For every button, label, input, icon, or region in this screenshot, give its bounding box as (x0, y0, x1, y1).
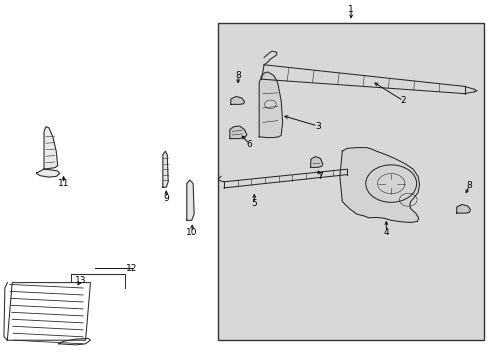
Text: 2: 2 (400, 96, 406, 105)
Polygon shape (229, 126, 246, 139)
Polygon shape (37, 169, 60, 177)
Text: 8: 8 (235, 71, 241, 80)
Text: 6: 6 (246, 140, 252, 149)
Polygon shape (456, 204, 469, 213)
Text: 5: 5 (251, 199, 257, 208)
Text: 3: 3 (314, 122, 320, 131)
Polygon shape (163, 151, 168, 187)
Text: 11: 11 (58, 179, 69, 188)
Polygon shape (259, 72, 282, 138)
Text: 9: 9 (163, 194, 169, 202)
Polygon shape (186, 180, 194, 220)
Text: 8: 8 (466, 181, 471, 190)
Text: 1: 1 (347, 5, 353, 14)
Polygon shape (339, 148, 419, 222)
Polygon shape (310, 157, 322, 167)
Text: 13: 13 (75, 276, 86, 285)
Bar (217, 23, 483, 340)
Text: 4: 4 (383, 228, 388, 237)
Text: 12: 12 (126, 264, 138, 273)
Polygon shape (230, 96, 244, 104)
Polygon shape (44, 127, 58, 169)
Text: 7: 7 (317, 172, 323, 181)
Text: 10: 10 (186, 228, 198, 237)
